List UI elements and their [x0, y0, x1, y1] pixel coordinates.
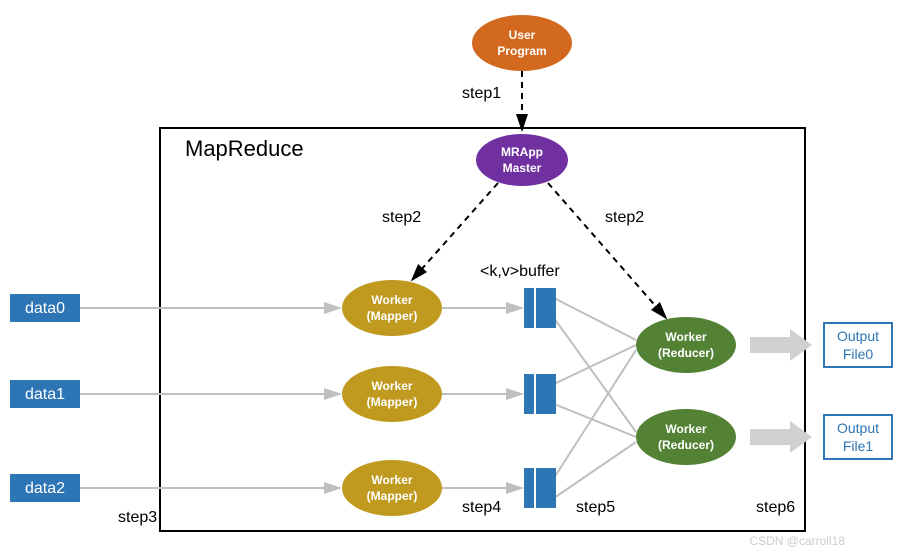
mrapp_master: MRApp Master: [476, 134, 568, 186]
output-box: Output File0: [824, 323, 892, 367]
node-label: Program: [497, 44, 546, 58]
step-label-step5: step5: [576, 499, 615, 516]
node-label: (Reducer): [658, 438, 714, 452]
output-label: File0: [843, 346, 874, 362]
watermark: CSDN @carroll18: [749, 534, 845, 547]
data-label: data2: [25, 480, 65, 497]
node-label: (Mapper): [367, 395, 418, 409]
reducer1: Worker (Reducer): [636, 409, 736, 465]
step-label-step6: step6: [756, 499, 795, 516]
buffer: [524, 374, 556, 414]
dashed-edge: [548, 183, 666, 318]
step-label-step4: step4: [462, 499, 501, 516]
step-label-step1: step1: [462, 85, 501, 102]
node-label: Master: [503, 161, 542, 175]
node-label: Worker: [371, 473, 412, 487]
edge: [554, 442, 636, 498]
step-label-step3: step3: [118, 509, 157, 526]
data-label: data0: [25, 300, 65, 317]
mapper2: Worker (Mapper): [342, 460, 442, 516]
node-label: (Mapper): [367, 309, 418, 323]
user_program: User Program: [472, 15, 572, 71]
output-label: Output: [837, 328, 879, 344]
edge: [554, 404, 636, 437]
data-box: data1: [10, 380, 80, 408]
data-label: data1: [25, 386, 65, 403]
buffer: [524, 288, 556, 328]
step-label-step2a: step2: [382, 209, 421, 226]
node-label: (Mapper): [367, 489, 418, 503]
data-box: data0: [10, 294, 80, 322]
edge: [554, 345, 636, 384]
output-arrow: [750, 421, 812, 453]
output-arrow: [750, 329, 812, 361]
buffer-label: <k,v>buffer: [480, 263, 560, 280]
node-label: Worker: [371, 379, 412, 393]
frame-title: MapReduce: [185, 136, 304, 161]
node-label: (Reducer): [658, 346, 714, 360]
node-label: MRApp: [501, 145, 543, 159]
output-label: File1: [843, 438, 874, 454]
output-label: Output: [837, 420, 879, 436]
node-label: Worker: [665, 422, 706, 436]
node-label: Worker: [371, 293, 412, 307]
mapper1: Worker (Mapper): [342, 366, 442, 422]
node-label: Worker: [665, 330, 706, 344]
output-box: Output File1: [824, 415, 892, 459]
data-box: data2: [10, 474, 80, 502]
buffer: [524, 468, 556, 508]
reducer0: Worker (Reducer): [636, 317, 736, 373]
step-label-step2b: step2: [605, 209, 644, 226]
mapper0: Worker (Mapper): [342, 280, 442, 336]
node-label: User: [509, 28, 536, 42]
